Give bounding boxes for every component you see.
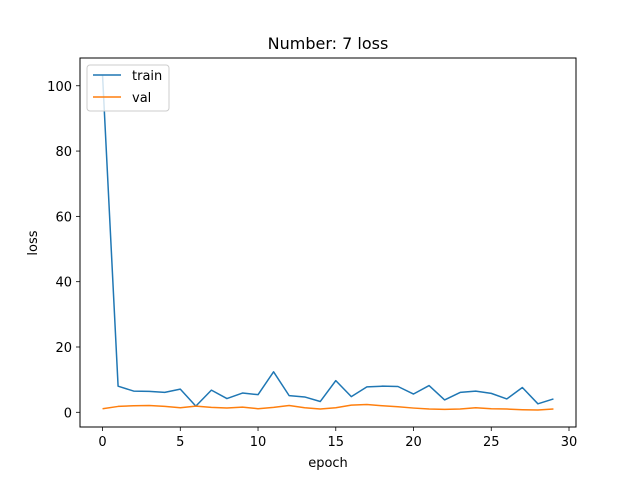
legend-label-train: train xyxy=(132,69,162,84)
x-tick-label: 30 xyxy=(561,435,578,450)
x-tick-label: 20 xyxy=(405,435,422,450)
chart-title: Number: 7 loss xyxy=(268,34,389,53)
x-tick-label: 25 xyxy=(483,435,500,450)
legend-box xyxy=(86,64,170,112)
plot-frame xyxy=(79,57,577,428)
x-tick-label: 10 xyxy=(250,435,267,450)
axes: 0 5 10 15 20 25 30 0 20 40 60 80 100 xyxy=(47,80,577,450)
y-tick-label: 40 xyxy=(55,276,72,291)
y-axis-label: loss xyxy=(26,230,41,255)
x-axis-label: epoch xyxy=(308,456,348,471)
y-tick-label: 80 xyxy=(55,145,72,160)
y-tick-label: 100 xyxy=(47,80,72,95)
series-line-train xyxy=(101,75,554,407)
x-tick-label: 15 xyxy=(328,435,345,450)
y-tick-label: 60 xyxy=(55,210,72,225)
x-tick-label: 0 xyxy=(98,435,106,450)
plot-area xyxy=(101,75,554,411)
x-tick-label: 5 xyxy=(176,435,184,450)
y-tick-label: 0 xyxy=(64,406,72,421)
legend: train val xyxy=(86,64,170,112)
legend-label-val: val xyxy=(132,91,151,106)
y-tick-label: 20 xyxy=(55,341,72,356)
series-line-val xyxy=(102,403,554,411)
